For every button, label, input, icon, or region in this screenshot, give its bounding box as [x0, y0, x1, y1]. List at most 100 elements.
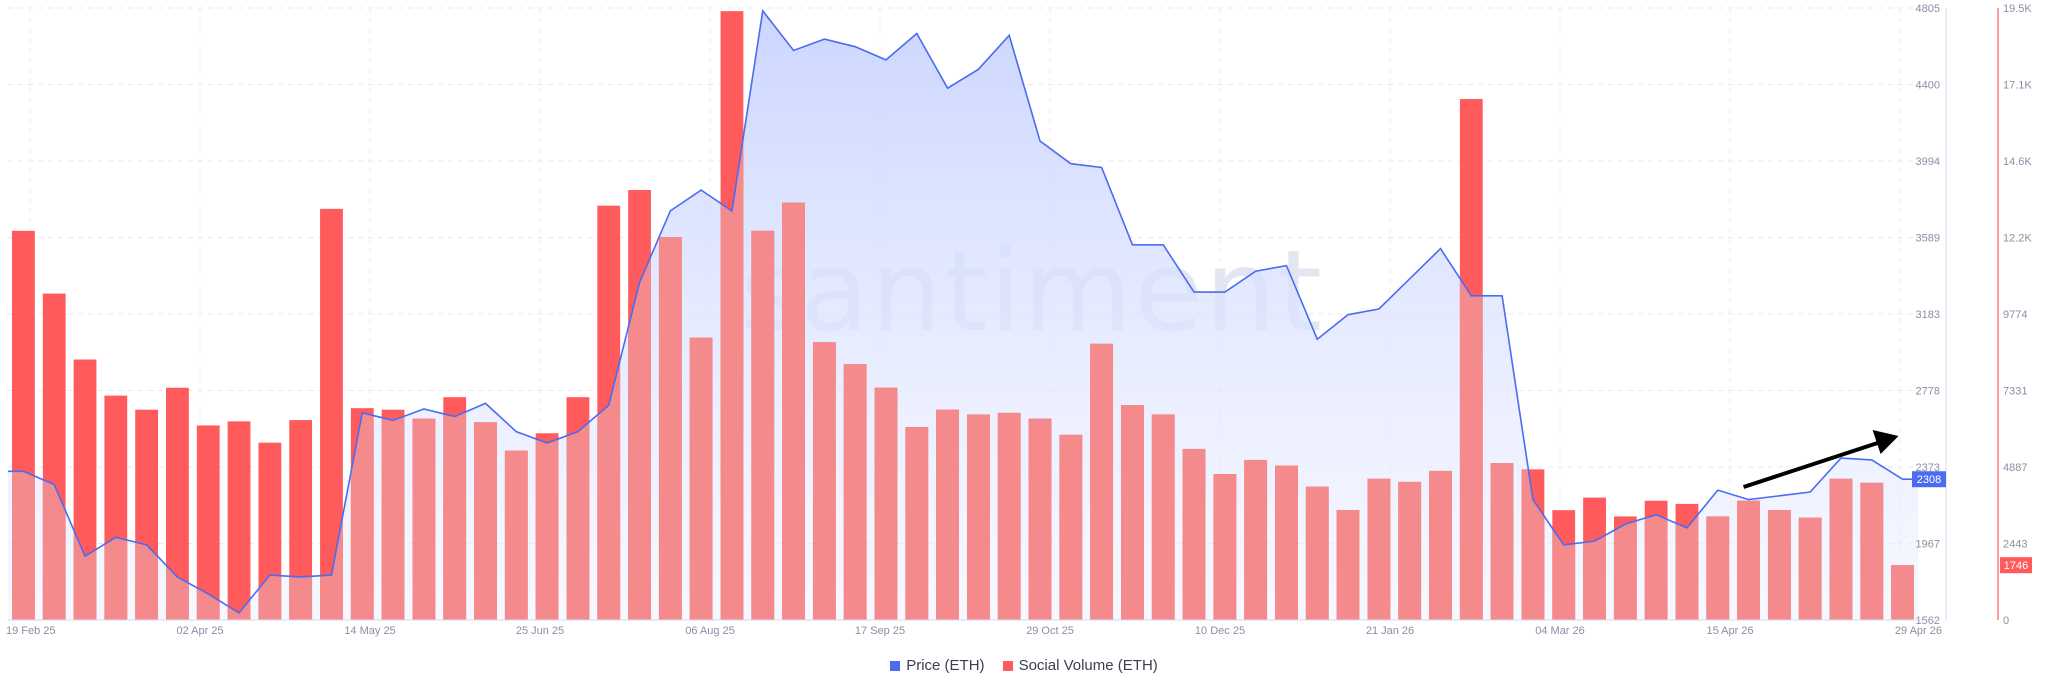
price-tick-label: 3589 [1916, 233, 1940, 245]
volume-bar [320, 208, 343, 620]
volume-bar-faded [443, 397, 467, 620]
volume-bar-faded [1798, 517, 1822, 620]
volume-bar [196, 425, 220, 620]
volume-tick-label: 4887 [2003, 462, 2027, 474]
volume-bar [227, 421, 251, 620]
x-tick-label: 21 Jan 26 [1366, 625, 1414, 637]
volume-bar-faded [1860, 482, 1884, 620]
volume-tick-label: 7331 [2003, 386, 2027, 398]
legend-swatch-volume [1002, 660, 1013, 671]
price-current-badge [1912, 471, 1946, 488]
x-tick-label: 29 Apr 26 [1895, 625, 1942, 637]
volume-bar-faded [1367, 478, 1391, 620]
volume-bars [12, 11, 1914, 621]
volume-current-badge [2000, 557, 2032, 574]
arrow-head [1872, 430, 1899, 454]
volume-tick-label: 17.1K [2003, 80, 2032, 92]
price-tick-label: 4805 [1916, 3, 1940, 15]
volume-bar-faded [905, 426, 929, 620]
price-tick-label: 1562 [1916, 615, 1940, 627]
volume-bar-faded [1213, 474, 1237, 620]
price-tick-label: 4400 [1916, 80, 1940, 92]
legend-swatch-price [890, 660, 901, 671]
arrow-shaft [1742, 440, 1882, 489]
volume-tick-label: 9774 [2003, 309, 2027, 321]
price-tick-label: 3183 [1916, 309, 1940, 321]
volume-tick-label: 0 [2003, 615, 2009, 627]
x-tick-label: 04 Mar 26 [1535, 625, 1585, 637]
volume-bar-faded [1275, 465, 1298, 620]
price-line [8, 8, 1918, 614]
volume-bar-faded [350, 408, 374, 620]
volume-bar-faded [658, 237, 682, 620]
volume-bar-faded [1613, 516, 1637, 620]
x-tick-label: 02 Apr 25 [176, 625, 223, 637]
volume-bar-faded [689, 337, 713, 620]
volume-tick-label: 19.5K [2003, 3, 2032, 15]
volume-axis: 19.5K 17.1K 14.6K 12.2K 9774 7331 4887 2443 0 174… [1997, 3, 2032, 627]
volume-bar-faded [1675, 503, 1699, 620]
volume-tick-label: 14.6K [2003, 156, 2032, 168]
price-tick-label: 2373 [1916, 462, 1940, 474]
volume-bar-faded [1490, 463, 1514, 620]
volume-bar-faded [936, 409, 959, 620]
price-current-label: 2308 [1917, 474, 1941, 486]
x-tick-label: 06 Aug 25 [685, 625, 735, 637]
volume-bar-faded [1398, 481, 1422, 620]
x-tick-label: 17 Sep 25 [855, 625, 905, 637]
volume-bar [289, 420, 313, 620]
volume-tick-label: 2443 [2003, 539, 2027, 551]
x-tick-label: 19 Feb 25 [6, 625, 56, 637]
volume-bar-faded [1090, 343, 1114, 620]
volume-current-label: 1746 [2004, 560, 2028, 572]
price-tick-label: 2778 [1916, 386, 1940, 398]
legend-item-price[interactable]: Price (ETH) [890, 657, 985, 674]
price-tick-label: 3994 [1916, 156, 1940, 168]
price-axis: 4805 4400 3994 3589 3183 2778 2373 1967 1562 2308 [1912, 3, 1947, 627]
x-axis: 19 Feb 25 02 Apr 25 14 May 25 25 Jun 25 06 A… [6, 619, 1942, 637]
volume-bar-faded [474, 422, 497, 620]
x-tick-label: 29 Oct 25 [1026, 625, 1074, 637]
volume-bar-faded [1644, 500, 1668, 620]
chart: santiment 480544003994358931832778237319… [6, 3, 2032, 637]
volume-bar-faded [1151, 414, 1175, 620]
volume-bar-faded [1336, 510, 1360, 620]
volume-bar-faded [1429, 470, 1452, 620]
volume-tick-label: 12.2K [2003, 233, 2032, 245]
volume-bar-faded [1244, 459, 1268, 620]
volume-bar-faded [1706, 516, 1730, 620]
volume-bar-faded [874, 387, 898, 620]
volume-bar-faded [751, 230, 775, 621]
volume-bar-faded [1059, 434, 1083, 620]
volume-bar-faded [1829, 478, 1853, 620]
volume-bar-faded [412, 418, 436, 620]
volume-bar-faded [1121, 405, 1144, 620]
volume-bar-faded [381, 409, 405, 620]
x-tick-label: 25 Jun 25 [516, 625, 564, 637]
x-tick-label: 15 Apr 26 [1706, 625, 1753, 637]
x-tick-label: 10 Dec 25 [1195, 625, 1245, 637]
legend-label-volume: Social Volume (ETH) [1018, 657, 1158, 674]
price-tick-label: 1967 [1916, 539, 1940, 551]
volume-bar-faded [566, 397, 590, 620]
volume-bar-faded [1028, 418, 1052, 620]
price-line-layer [8, 8, 1918, 614]
x-tick-label: 14 May 25 [344, 625, 395, 637]
legend-label-price: Price (ETH) [906, 657, 985, 674]
volume-bar-faded [1891, 565, 1914, 620]
volume-bar-faded [843, 364, 867, 620]
volume-bar-faded [1305, 486, 1329, 620]
volume-bar-faded [1182, 448, 1206, 620]
trend-arrow-annotation [1742, 430, 1899, 489]
volume-bar-faded [812, 342, 836, 620]
volume-bar-faded [997, 412, 1021, 620]
volume-bar-faded [1767, 510, 1791, 620]
volume-bar-faded [535, 433, 559, 620]
legend: Price (ETH) Social Volume (ETH) [0, 657, 2048, 674]
volume-bar-faded [504, 450, 528, 620]
volume-bar-faded [782, 202, 805, 621]
volume-bar-faded [1737, 500, 1760, 620]
legend-item-volume[interactable]: Social Volume (ETH) [1002, 657, 1158, 674]
volume-bar [166, 387, 189, 620]
volume-bar-faded [967, 414, 990, 620]
